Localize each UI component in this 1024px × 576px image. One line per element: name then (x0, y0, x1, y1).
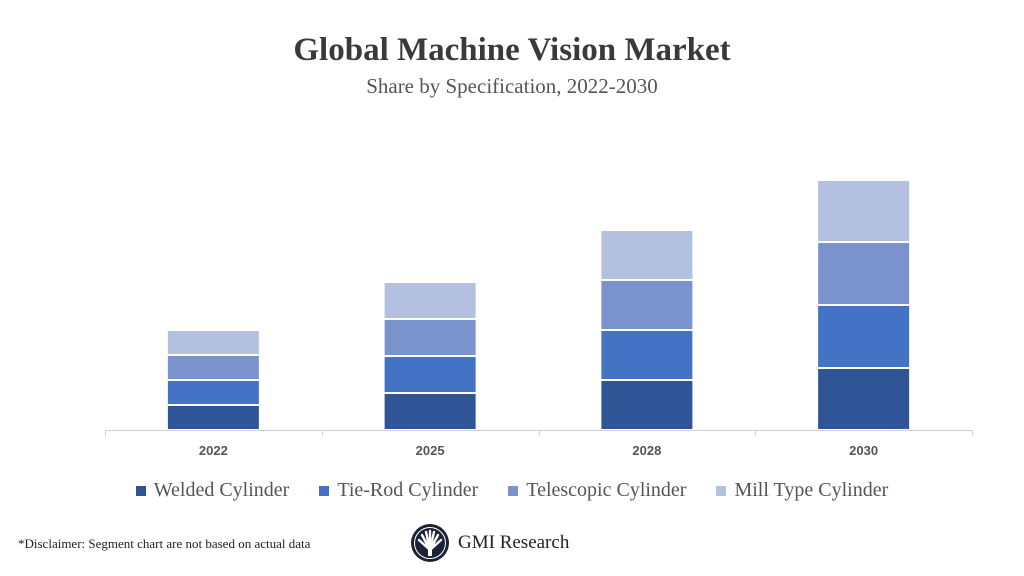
bar-segment-2022-0 (167, 406, 259, 429)
chart-subtitle: Share by Specification, 2022-2030 (366, 74, 658, 98)
legend-swatch (508, 485, 519, 496)
legend-label: Welded Cylinder (153, 479, 290, 501)
x-tick-label: 2025 (416, 443, 445, 458)
bar-segment-2022-1 (167, 381, 259, 404)
legend-label: Mill Type Cylinder (734, 479, 889, 501)
bar-segment-2022-3 (167, 331, 259, 354)
bar-segment-2030-3 (818, 181, 910, 241)
bar-segment-2030-2 (818, 243, 910, 304)
legend: Welded Cylinder Tie-Rod Cylinder Telescopi… (0, 479, 1024, 502)
legend-item: Tie-Rod Cylinder (319, 479, 478, 502)
bar-segment-2028-3 (601, 231, 693, 279)
bar-segment-2030-1 (818, 306, 910, 367)
disclaimer: *Disclaimer: Segment chart are not based… (18, 536, 311, 551)
bar-segment-2025-2 (384, 320, 476, 355)
bar-segment-2028-0 (601, 381, 693, 429)
legend-swatch (716, 485, 727, 496)
legend-item: Telescopic Cylinder (508, 479, 686, 502)
gmi-logo: GMI Research (410, 523, 569, 563)
x-tick-label: 2030 (849, 443, 878, 458)
fan-logo-icon (411, 524, 449, 562)
legend-label: Tie-Rod Cylinder (337, 479, 479, 501)
legend-label: Telescopic Cylinder (526, 479, 687, 501)
logo-text: GMI Research (458, 532, 570, 553)
legend-swatch (135, 485, 146, 496)
legend-item: Mill Type Cylinder (716, 479, 888, 502)
chart-title: Global Machine Vision Market (293, 32, 731, 68)
bar-segment-2028-2 (601, 281, 693, 329)
x-tick-label: 2028 (632, 443, 661, 458)
bar-segment-2030-0 (818, 369, 910, 429)
bar-segment-2022-2 (167, 356, 259, 379)
bar-segment-2028-1 (601, 331, 693, 379)
bar-segment-2025-0 (384, 394, 476, 429)
legend-item: Welded Cylinder (135, 479, 290, 502)
bar-segment-2025-1 (384, 357, 476, 392)
bar-segment-2025-3 (384, 283, 476, 318)
x-tick-label: 2022 (199, 443, 228, 458)
legend-swatch (319, 485, 330, 496)
